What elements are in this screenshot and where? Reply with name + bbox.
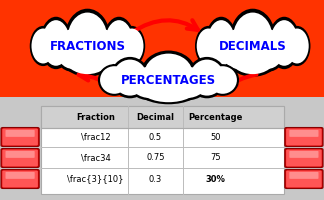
Ellipse shape: [136, 73, 201, 104]
Ellipse shape: [30, 26, 57, 66]
Ellipse shape: [219, 26, 256, 72]
Ellipse shape: [103, 17, 135, 69]
Text: DECIMALS: DECIMALS: [219, 40, 287, 52]
Ellipse shape: [113, 60, 147, 96]
Ellipse shape: [127, 64, 173, 100]
Ellipse shape: [249, 26, 287, 72]
Ellipse shape: [31, 29, 55, 63]
Text: \frac{3}{10}: \frac{3}{10}: [67, 174, 124, 184]
FancyBboxPatch shape: [285, 128, 323, 146]
Text: 0.5: 0.5: [149, 132, 162, 142]
Ellipse shape: [167, 67, 207, 98]
FancyBboxPatch shape: [2, 128, 38, 146]
Text: 30%: 30%: [205, 174, 226, 184]
Ellipse shape: [144, 54, 193, 94]
Ellipse shape: [140, 75, 197, 102]
FancyBboxPatch shape: [1, 148, 39, 168]
Text: Percentage: Percentage: [188, 112, 243, 121]
Text: 75: 75: [210, 154, 221, 162]
Ellipse shape: [110, 57, 150, 98]
Text: 0.75: 0.75: [146, 154, 165, 162]
Ellipse shape: [42, 20, 70, 66]
FancyBboxPatch shape: [289, 130, 318, 137]
Bar: [40, 106, 284, 128]
Ellipse shape: [270, 20, 298, 66]
Ellipse shape: [285, 29, 309, 63]
Ellipse shape: [84, 26, 122, 72]
Ellipse shape: [65, 9, 110, 68]
Ellipse shape: [86, 29, 119, 69]
FancyBboxPatch shape: [286, 128, 322, 146]
Ellipse shape: [190, 60, 224, 96]
Bar: [0, 0, 324, 97]
Ellipse shape: [187, 57, 227, 98]
Ellipse shape: [64, 39, 111, 74]
Ellipse shape: [130, 67, 170, 98]
FancyBboxPatch shape: [286, 170, 322, 188]
Ellipse shape: [68, 13, 107, 64]
FancyBboxPatch shape: [289, 172, 318, 179]
Bar: [40, 106, 284, 194]
Text: 0.3: 0.3: [149, 174, 162, 184]
Ellipse shape: [195, 26, 222, 66]
Ellipse shape: [100, 66, 129, 94]
Ellipse shape: [221, 29, 254, 69]
Ellipse shape: [141, 51, 196, 97]
FancyBboxPatch shape: [2, 170, 38, 188]
FancyBboxPatch shape: [1, 128, 39, 146]
Ellipse shape: [40, 17, 72, 69]
Ellipse shape: [120, 29, 144, 63]
FancyBboxPatch shape: [1, 170, 39, 188]
Text: \frac34: \frac34: [81, 154, 110, 162]
FancyBboxPatch shape: [2, 150, 38, 166]
Ellipse shape: [207, 20, 235, 66]
Ellipse shape: [233, 13, 272, 64]
Text: 50: 50: [210, 132, 221, 142]
Ellipse shape: [206, 64, 239, 96]
Ellipse shape: [208, 66, 237, 94]
Ellipse shape: [268, 17, 300, 69]
Text: Decimal: Decimal: [136, 112, 175, 121]
FancyBboxPatch shape: [289, 151, 318, 158]
FancyBboxPatch shape: [286, 150, 322, 166]
Bar: [0, 97, 324, 200]
Ellipse shape: [226, 37, 280, 77]
Ellipse shape: [197, 29, 220, 63]
Text: \frac12: \frac12: [81, 132, 110, 142]
Ellipse shape: [205, 17, 237, 69]
Ellipse shape: [229, 39, 276, 74]
Ellipse shape: [56, 29, 89, 69]
Text: FRACTIONS: FRACTIONS: [50, 40, 125, 52]
FancyBboxPatch shape: [6, 172, 35, 179]
Ellipse shape: [164, 64, 210, 100]
Ellipse shape: [105, 20, 133, 66]
Ellipse shape: [230, 9, 275, 68]
Ellipse shape: [118, 26, 145, 66]
Ellipse shape: [98, 64, 131, 96]
Ellipse shape: [61, 37, 114, 77]
Ellipse shape: [53, 26, 91, 72]
FancyBboxPatch shape: [285, 170, 323, 188]
Ellipse shape: [251, 29, 284, 69]
Text: Fraction: Fraction: [76, 112, 115, 121]
FancyBboxPatch shape: [6, 151, 35, 158]
Ellipse shape: [284, 26, 310, 66]
Text: PERCENTAGES: PERCENTAGES: [121, 73, 216, 86]
FancyBboxPatch shape: [285, 148, 323, 168]
FancyBboxPatch shape: [6, 130, 35, 137]
